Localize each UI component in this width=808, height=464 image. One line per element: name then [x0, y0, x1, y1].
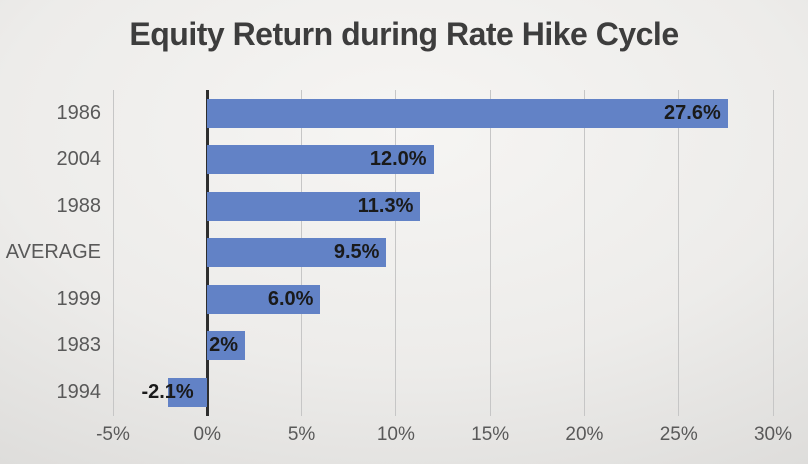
bar-1999 [207, 284, 321, 314]
gridline [112, 90, 114, 416]
bar-2004 [207, 145, 434, 175]
bar-1994 [167, 377, 208, 407]
bar-data-label: 12.0% [369, 148, 427, 171]
bar-data-label: 2% [209, 334, 238, 357]
bar-data-label: -2.1% [141, 380, 194, 403]
x-axis-tick-label: 15% [471, 424, 510, 445]
bar-data-label: 9.5% [333, 241, 380, 264]
bar-data-label: 11.3% [357, 194, 414, 217]
x-axis-tick-label: 0% [193, 424, 222, 445]
x-axis-tick-label: 10% [376, 424, 415, 445]
category-label: 1999 [56, 287, 102, 310]
bar-average [207, 238, 387, 268]
bar-1988 [207, 191, 421, 221]
gridline [772, 90, 774, 416]
x-axis-tick-label: 20% [565, 424, 604, 445]
x-axis-tick-label: -5% [96, 424, 130, 445]
category-label: AVERAGE [5, 241, 101, 264]
gridline [489, 90, 491, 416]
category-label: 1983 [56, 334, 102, 357]
x-axis-tick-label: 5% [287, 424, 316, 445]
x-axis-tick-label: 30% [753, 424, 793, 445]
category-label: 1988 [56, 194, 102, 217]
category-label: 2004 [56, 148, 102, 171]
bar-data-label: 27.6% [664, 101, 721, 124]
bar-data-label: 6.0% [267, 287, 314, 310]
bar-1986 [207, 98, 728, 128]
gridline [583, 90, 585, 416]
bar-1983 [207, 331, 245, 361]
category-label: 1986 [56, 101, 102, 124]
gridline [678, 90, 680, 416]
gridline [395, 90, 397, 416]
chart-title: Equity Return during Rate Hike Cycle [129, 16, 679, 52]
x-axis-tick-label: 25% [659, 424, 698, 445]
category-label: 1994 [56, 380, 102, 403]
